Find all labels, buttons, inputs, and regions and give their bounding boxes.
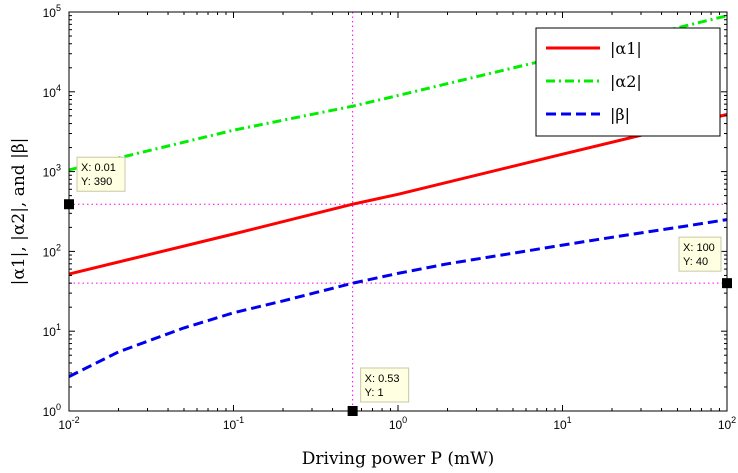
legend-label-1: |α2| bbox=[610, 72, 642, 91]
datatip-y-1: Y: 1 bbox=[365, 387, 384, 399]
x-tick-label-1: 10-1 bbox=[223, 415, 244, 432]
series-line-2 bbox=[68, 218, 728, 378]
datatip-box-2 bbox=[678, 236, 722, 272]
y-tick-label-4: 104 bbox=[43, 83, 61, 100]
y-axis-label: |α1|, |α2|, and |β| bbox=[9, 138, 29, 286]
x-tick-label-0: 10-2 bbox=[58, 415, 79, 432]
datatip-box-1 bbox=[360, 367, 410, 403]
datatip-y-2: Y: 40 bbox=[683, 256, 708, 268]
legend-label-2: |β| bbox=[610, 105, 630, 124]
y-tick-label-3: 103 bbox=[43, 163, 61, 180]
datatip-box-0 bbox=[76, 156, 126, 192]
x-tick-label-3: 101 bbox=[553, 415, 571, 432]
legend-label-0: |α1| bbox=[610, 39, 642, 58]
datatip-marker-0 bbox=[64, 199, 74, 210]
datatip-marker-2 bbox=[722, 278, 732, 289]
y-tick-label-5: 105 bbox=[43, 3, 61, 20]
x-tick-label-2: 100 bbox=[389, 415, 407, 432]
y-tick-label-0: 100 bbox=[43, 402, 61, 419]
datatip-x-1: X: 0.53 bbox=[365, 373, 400, 385]
x-tick-label-4: 102 bbox=[718, 415, 736, 432]
series-line-0 bbox=[68, 113, 728, 276]
datatip-x-2: X: 100 bbox=[683, 242, 715, 254]
x-axis-label: Driving power P (mW) bbox=[302, 449, 494, 469]
datatip-marker-1 bbox=[347, 406, 358, 416]
y-tick-label-2: 102 bbox=[43, 242, 61, 259]
datatip-y-0: Y: 390 bbox=[81, 176, 112, 188]
y-tick-label-1: 101 bbox=[43, 322, 61, 339]
datatip-x-0: X: 0.01 bbox=[81, 162, 116, 174]
